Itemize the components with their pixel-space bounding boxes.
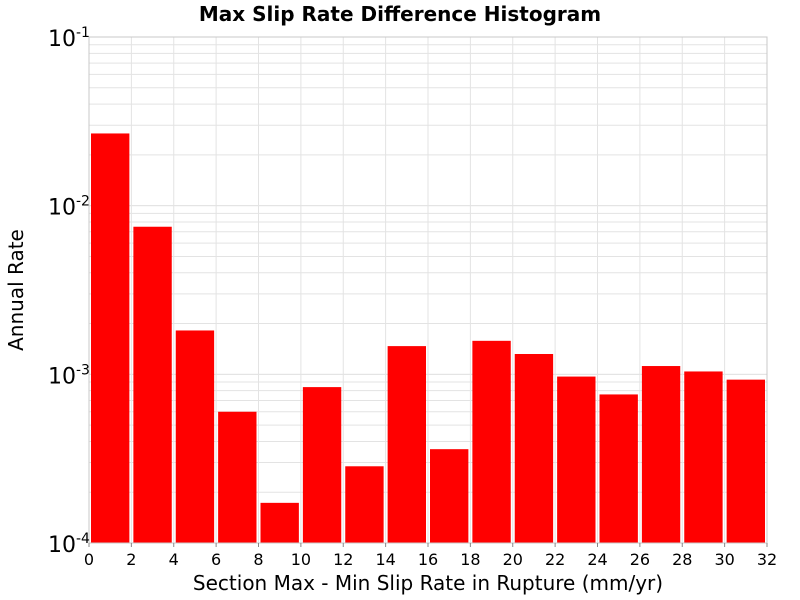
histogram-bar	[133, 226, 172, 543]
x-tick-label: 18	[460, 550, 480, 569]
y-axis-ticks: 10-4 10-3 10-2 10-1	[48, 25, 90, 558]
x-tick-label: 22	[545, 550, 565, 569]
chart-title: Max Slip Rate Difference Histogram	[199, 2, 601, 26]
x-axis-label: Section Max - Min Slip Rate in Rupture (…	[193, 571, 663, 595]
y-tick-label: 10-1	[48, 25, 90, 52]
histogram-bar	[91, 133, 130, 544]
x-tick-label: 26	[630, 550, 650, 569]
x-tick-label: 20	[503, 550, 523, 569]
histogram-bar	[260, 502, 299, 543]
y-tick-label: 10-2	[48, 194, 90, 221]
y-tick-label: 10-4	[48, 531, 90, 558]
x-tick-label: 14	[375, 550, 395, 569]
histogram-bar	[345, 466, 384, 543]
x-tick-label: 16	[418, 550, 438, 569]
x-tick-label: 8	[253, 550, 263, 569]
x-tick-label: 32	[757, 550, 777, 569]
histogram-bar	[302, 387, 342, 543]
x-tick-label: 2	[126, 550, 136, 569]
histogram-bar	[430, 449, 469, 543]
x-tick-label: 0	[84, 550, 94, 569]
y-tick-label: 10-3	[48, 362, 90, 389]
histogram-bar	[557, 376, 596, 543]
x-tick-label: 6	[211, 550, 221, 569]
x-tick-label: 28	[672, 550, 692, 569]
x-tick-label: 30	[714, 550, 734, 569]
x-tick-label: 24	[587, 550, 607, 569]
histogram-bar	[514, 353, 554, 543]
histogram-bar	[599, 394, 638, 543]
bars	[91, 133, 765, 544]
y-axis-label: Annual Rate	[4, 229, 28, 351]
histogram-bar	[726, 379, 765, 543]
x-axis-ticks: 0 2 4 6 8 10 12 14 16 18 20 22 24 26 28 30 32	[84, 543, 777, 569]
histogram-bar	[472, 340, 511, 543]
histogram-bar	[387, 346, 426, 543]
histogram-bar	[218, 411, 257, 543]
x-tick-label: 10	[291, 550, 311, 569]
histogram-bar	[641, 366, 681, 543]
histogram-bar	[684, 371, 723, 543]
x-tick-label: 4	[169, 550, 179, 569]
x-tick-label: 12	[333, 550, 353, 569]
histogram-bar	[175, 330, 215, 543]
